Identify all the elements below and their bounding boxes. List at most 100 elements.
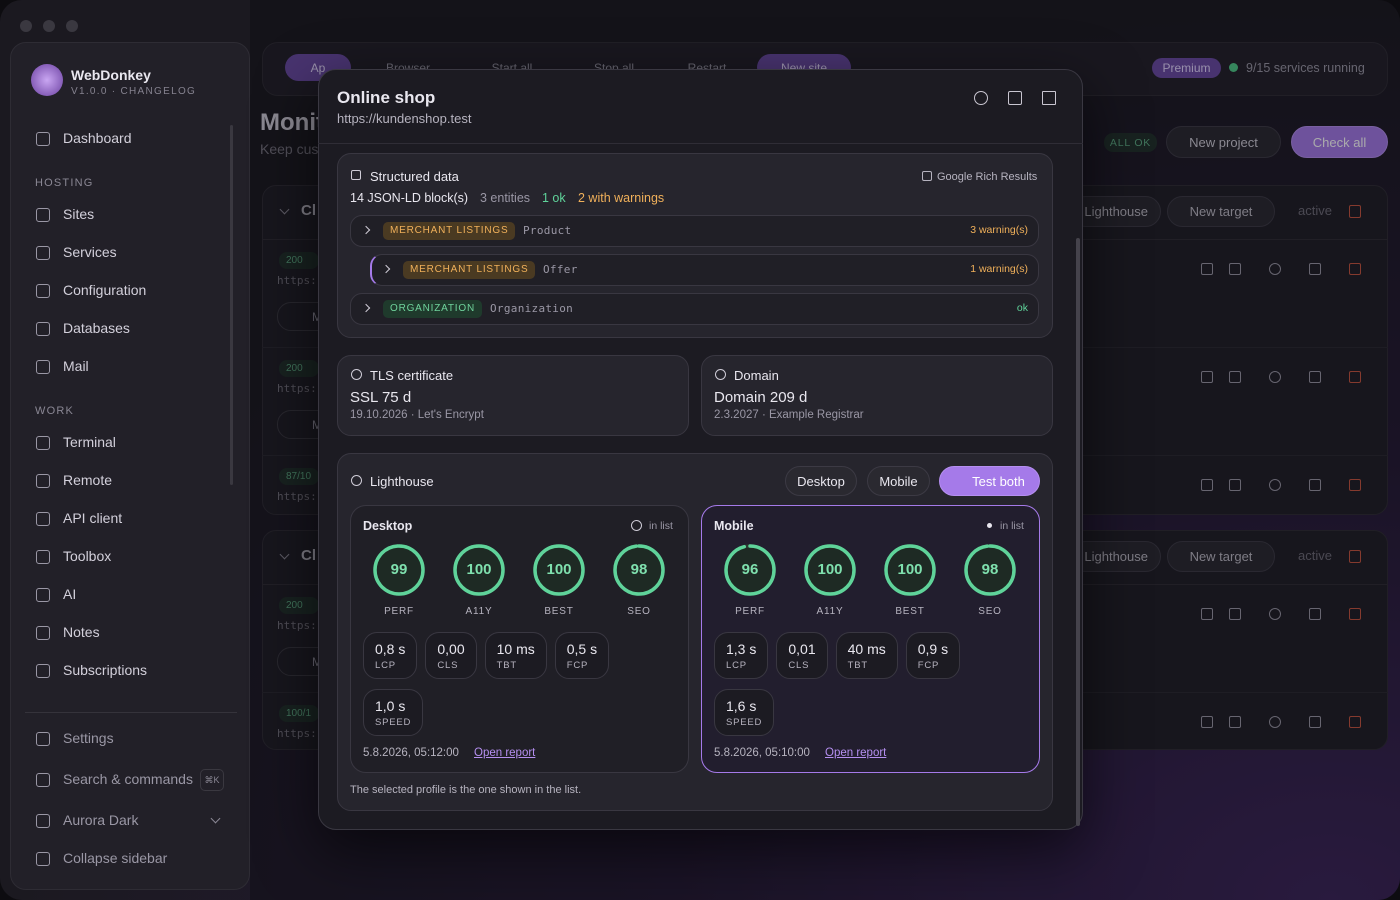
row-action[interactable] [1269,608,1281,620]
status-badge: 200 [279,252,319,269]
trash[interactable] [1349,550,1361,563]
entity-type: Offer [543,263,578,276]
row-action[interactable] [1229,608,1241,620]
nav-item[interactable]: Databases [63,320,130,336]
row-action[interactable] [1201,716,1213,728]
check-all[interactable]: Check all [1291,126,1388,158]
nav-item[interactable]: Toolbox [63,548,112,564]
active-label: active [1298,548,1332,563]
score-label: A11Y [465,606,493,617]
row-action[interactable] [1201,608,1213,620]
score-value: 100 [546,561,572,578]
domain-card [701,355,1053,436]
app-version[interactable]: V1.0.0 · CHANGELOG [71,86,197,97]
entity-status: ok [1016,302,1028,314]
row-action[interactable] [1309,371,1321,383]
target-url: https: [277,274,317,287]
icon [36,773,50,787]
metrics: 0,8 s LCP 0,00 CLS 10 ms TBT 0,5 s FCP 1,0 s SPEE… [363,632,628,736]
open-report[interactable]: Open report [474,747,536,759]
page-subtitle: Keep cus [260,141,319,157]
metric-text: 1,6 s [726,698,757,714]
nav-item[interactable]: Remote [63,472,113,488]
row-action[interactable] [1309,263,1321,275]
row-action[interactable] [1229,716,1241,728]
nav-item[interactable]: Sites [63,206,95,222]
row-action[interactable] [1349,263,1361,275]
nav-item[interactable]: Terminal [63,434,116,450]
window-control[interactable] [20,20,32,32]
row-action[interactable] [1349,716,1361,728]
row-action[interactable] [1349,479,1361,491]
nav-item[interactable]: Mail [63,358,89,374]
nav-item[interactable]: Search & commands [63,771,193,787]
icon [36,814,50,828]
nav-item[interactable]: Aurora Dark [63,812,139,828]
score-value: 99 [390,561,408,578]
sidebar-scrollbar [230,125,233,485]
icon [36,664,50,678]
profile-button[interactable]: Mobile [867,466,930,496]
nav-item[interactable]: Dashboard [63,130,132,146]
nav-item[interactable]: Notes [63,624,100,640]
metric-text: TBT [496,660,517,671]
row-action[interactable] [1201,263,1213,275]
row-action[interactable] [1229,479,1241,491]
nav-item[interactable]: Subscriptions [63,662,148,678]
score-label: PERF [735,606,765,617]
new-target[interactable]: New target [1167,196,1275,227]
metric-text: 0,5 s [566,641,598,657]
services-status: 9/15 services running [1246,61,1365,75]
open-report[interactable]: Open report [825,747,887,759]
new-target[interactable]: New target [1167,541,1275,572]
new-project[interactable]: New project [1166,126,1281,158]
nav-item[interactable]: Settings [63,730,114,746]
nav-item[interactable]: Configuration [63,282,147,298]
lighthouse-button[interactable]: Lighthouse [1070,196,1161,227]
summary: 2 with warnings [578,191,665,205]
window-control[interactable] [66,20,78,32]
rich-results-link[interactable]: Google Rich Results [937,171,1038,183]
modal-action[interactable] [974,91,988,105]
profile-button[interactable]: Desktop [785,466,857,496]
trash[interactable] [1349,205,1361,218]
score-value: 100 [817,561,843,578]
metric-text: SPEED [375,717,412,728]
entity-type: Product [523,224,572,237]
nav-item[interactable]: Services [63,244,117,260]
divider [25,712,237,713]
entity-tag: MERCHANT LISTINGS [383,222,516,240]
row-action[interactable] [1269,371,1281,383]
row-action[interactable] [1269,716,1281,728]
nav-item[interactable]: Collapse sidebar [63,850,168,866]
nav-item[interactable]: AI [63,586,77,602]
profile-button[interactable]: Test both [939,466,1040,496]
nav-item[interactable]: API client [63,510,123,526]
row-action[interactable] [1229,263,1241,275]
toolbar-button[interactable]: Ap [285,54,351,81]
target-url: https: [277,490,317,503]
row-action[interactable] [1269,479,1281,491]
row-action[interactable] [1309,608,1321,620]
metric-text: 0,01 [788,641,816,657]
modal-action[interactable] [1008,91,1022,105]
section-title: Lighthouse [370,474,434,489]
sidebar [10,42,250,890]
row-action[interactable] [1201,371,1213,383]
row-action[interactable] [1349,608,1361,620]
target-url: https: [277,619,317,632]
row-action[interactable] [1269,263,1281,275]
row-action[interactable] [1201,479,1213,491]
row-action[interactable] [1309,479,1321,491]
page-title: Monit [260,109,324,136]
row-action[interactable] [1309,716,1321,728]
metric-text: FCP [917,660,940,671]
in-list-marker [987,523,992,528]
metric-text: CLS [788,660,810,671]
window-control[interactable] [43,20,55,32]
modal-action[interactable] [1042,91,1056,105]
row-action[interactable] [1229,371,1241,383]
lighthouse-button[interactable]: Lighthouse [1070,541,1161,572]
row-action[interactable] [1349,371,1361,383]
